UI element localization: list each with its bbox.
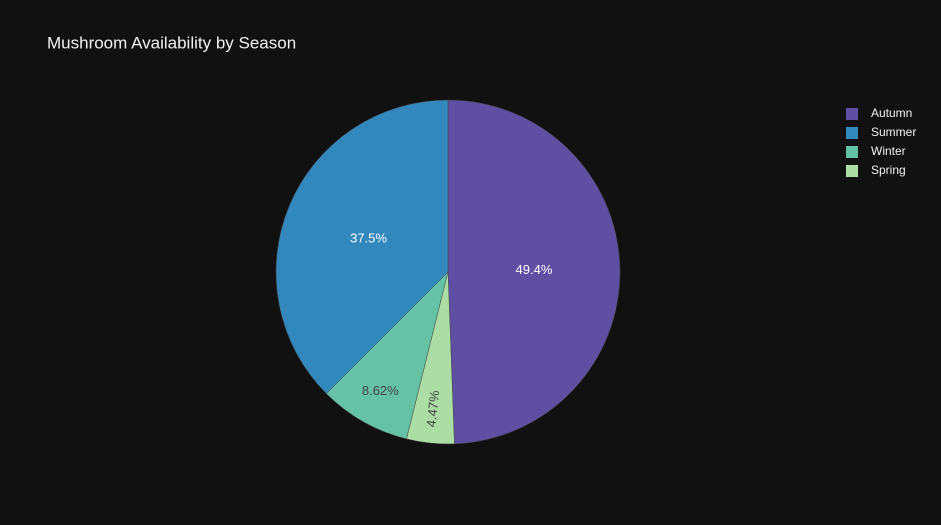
chart-title: Mushroom Availability by Season <box>47 33 296 52</box>
legend-swatch <box>846 165 858 177</box>
data-label: 8.62% <box>362 383 399 398</box>
legend-swatch <box>846 127 858 139</box>
legend-label: Winter <box>871 144 906 158</box>
legend-label: Summer <box>871 125 916 139</box>
pie-slice <box>275 99 449 395</box>
legend-swatch <box>846 108 858 120</box>
data-label: 49.4% <box>516 262 553 277</box>
pie-slice <box>447 99 621 445</box>
data-label: 37.5% <box>350 231 387 246</box>
legend-swatch <box>846 146 858 158</box>
legend-label: Autumn <box>871 106 912 120</box>
data-label: 4.47% <box>423 389 442 428</box>
pie-slice <box>406 271 455 445</box>
pie-slice <box>326 271 449 440</box>
legend-label: Spring <box>871 163 906 177</box>
